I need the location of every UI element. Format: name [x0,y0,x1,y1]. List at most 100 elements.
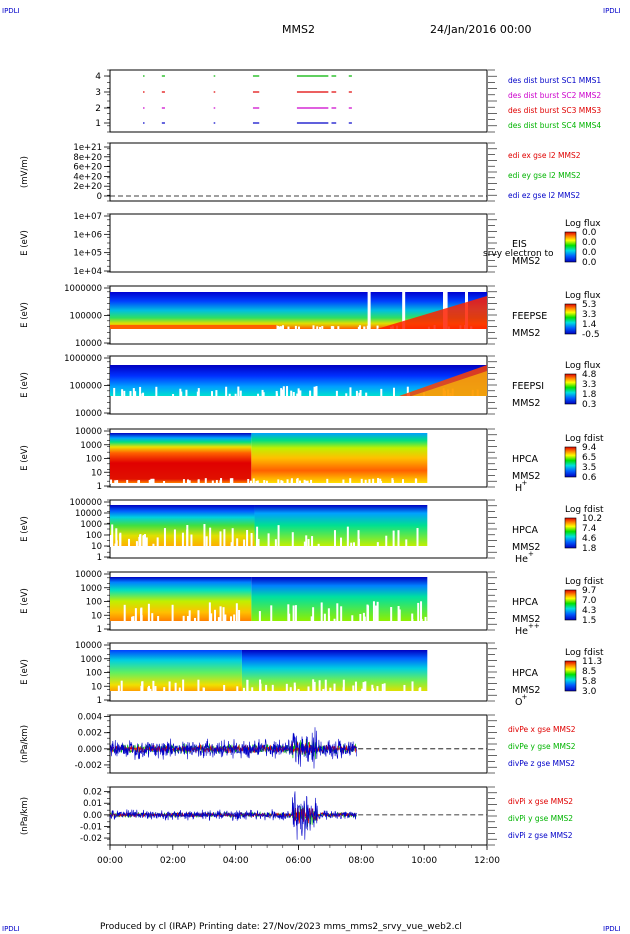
legend-entry: divPi z gse MMS2 [508,831,573,840]
data-gap [303,479,306,484]
colorbar-tick-label: 3.5 [582,463,596,473]
data-gap [292,391,295,397]
data-gap [250,533,253,547]
spectrogram-region [411,371,487,396]
colorbar-title: Log fdist [565,648,604,658]
colorbar-tick-label: 4.8 [582,370,597,380]
data-gap [113,387,116,397]
spectrogram-region [251,577,428,621]
data-gap [156,537,159,547]
y-tick-label: -0.01 [80,822,102,832]
data-gap [364,681,367,692]
data-gap [354,681,357,692]
data-gap [220,478,223,484]
data-gap [208,602,211,622]
colorbar-tick-label: 5.8 [582,677,597,687]
data-gap [150,478,153,484]
data-gap [289,687,292,692]
data-gap [420,601,423,622]
data-gap [290,390,293,397]
data-gap [263,480,266,484]
data-gap [297,688,300,692]
data-gap [417,602,420,622]
colorbar-tick-label: 3.0 [582,687,597,697]
data-gap [110,534,113,547]
data-gap [275,393,278,397]
data-gap [142,534,145,547]
spacecraft-label: MMS2 [512,398,540,409]
data-gap [305,480,308,484]
colorbar [564,446,577,478]
footer-credit: Produced by cl (IRAP) Printing date: 27/… [100,922,462,932]
corner-label-tl: IPDLI [2,7,20,15]
data-gap [217,617,220,622]
data-gap [259,686,262,692]
data-gap [163,528,166,547]
data-gap [134,391,137,397]
data-gap [138,480,141,484]
data-gap [152,680,155,692]
y-tick-label: 100 [86,531,102,541]
data-gap [163,480,166,484]
y-tick-label: 10 [91,542,102,552]
data-gap [179,388,182,397]
data-gap [123,390,126,397]
colorbar-tick-label: 7.0 [582,596,597,606]
data-gap [298,480,301,484]
data-gap [115,540,118,547]
data-gap [376,686,379,692]
colorbar-tick-label: 0.3 [582,400,596,410]
data-gap [281,480,284,484]
data-gap [228,393,231,397]
data-gap [292,605,295,622]
data-gap [307,539,310,547]
data-gap [357,326,360,330]
legend-entry: divPe x gse MMS2 [508,725,576,734]
data-gap [359,390,362,397]
legend-entry: des dist burst SC1 MMS1 [508,76,601,85]
colorbar-tick-label: 0.0 [582,258,597,268]
data-gap [267,533,270,547]
data-gap [411,613,414,622]
data-gap [151,613,154,622]
data-gap [359,613,362,622]
data-gap [286,479,289,484]
y-axis-label: E (eV) [20,659,30,685]
data-gap [168,681,171,692]
data-gap [193,617,196,622]
data-gap [403,684,406,692]
spectrogram-region [110,292,299,329]
y-tick-label: 10000 [75,641,102,651]
x-tick-label: 08:00 [348,856,374,866]
spectrogram-region [110,577,252,621]
data-gap [293,685,296,692]
data-gap [270,605,273,622]
data-gap [203,524,206,547]
legend-entry: edi ey gse l2 MMS2 [508,171,581,180]
spacecraft-label: MMS2 [512,256,540,267]
y-tick-label: 8e+20 [73,153,102,163]
data-gap [310,616,313,622]
data-gap [123,604,126,622]
data-gap [306,480,309,484]
data-gap [406,386,409,397]
colorbar-tick-label: 3.3 [582,380,596,390]
data-gap [372,601,375,622]
data-gap [376,542,379,547]
colorbar [564,303,577,335]
data-gap [313,681,316,692]
data-gap [204,478,207,484]
spacecraft-label: MMS2 [512,471,540,482]
y-tick-label: 3 [95,88,101,98]
data-gap [143,534,146,547]
colorbar-title: Log fdist [565,434,604,444]
data-gap [397,530,400,547]
data-gap [368,479,371,484]
data-gap [323,613,326,622]
y-tick-label: 10000 [75,570,102,580]
spacecraft-label: MMS2 [512,328,540,339]
data-gap [305,535,308,547]
data-gap [349,478,352,484]
